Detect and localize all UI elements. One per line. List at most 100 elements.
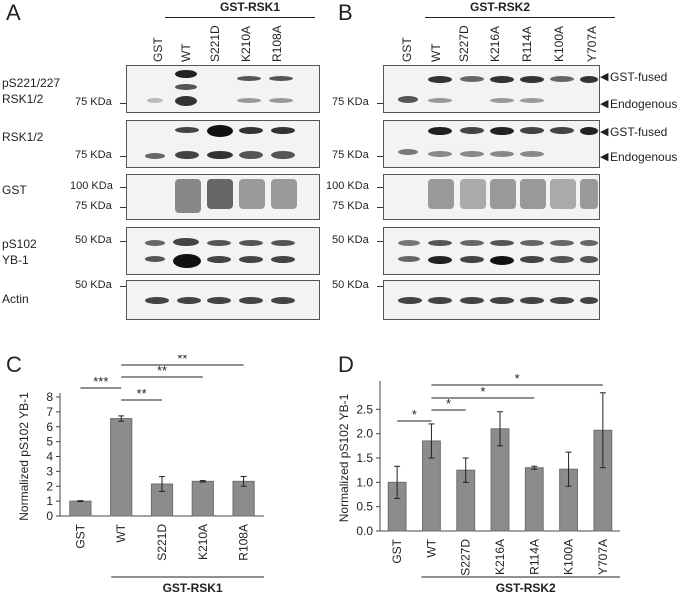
blot-b-rsk <box>383 120 600 168</box>
category-label: K216A <box>493 539 507 575</box>
y-tick-label: 2.5 <box>356 402 373 416</box>
blot-a-gst <box>126 174 320 220</box>
category-label: WT <box>424 538 438 557</box>
bar <box>191 480 214 517</box>
marker-tick <box>120 156 126 157</box>
blot-a-ps102 <box>126 227 320 275</box>
panel-label-d: D <box>338 352 354 377</box>
panel-label-a: A <box>6 0 21 25</box>
lane-label: R108A <box>270 25 284 62</box>
marker-label: 75 KDa <box>75 96 112 108</box>
marker-tick <box>120 207 126 208</box>
category-label: WT <box>114 523 128 542</box>
marker-label: 75 KDa <box>75 200 112 212</box>
lane-label: GST <box>400 37 414 62</box>
y-tick-label: 2 <box>46 479 53 493</box>
y-tick-label: 1.5 <box>356 451 373 465</box>
marker-tick <box>377 103 383 104</box>
y-tick-label: 8 <box>46 390 53 404</box>
blot-a-ps221 <box>126 65 320 113</box>
blot-b-ps227 <box>383 65 600 113</box>
row-label-rsk: RSK1/2 <box>2 130 44 144</box>
y-axis-label: Normalized pS102 YB-1 <box>337 393 351 522</box>
construct-label-rsk1: GST-RSK1 <box>219 0 280 14</box>
construct-underline-rsk2 <box>425 17 615 18</box>
construct-label-rsk2: GST-RSK2 <box>469 0 530 14</box>
lane-label: GST <box>151 37 165 62</box>
lane-label: S227D <box>457 25 471 62</box>
marker-label: 100 KDa <box>326 180 369 192</box>
marker-tick <box>377 207 383 208</box>
marker-label: 50 KDa <box>75 234 112 246</box>
annotation-gst-fused: GST-fused <box>610 70 668 84</box>
blot-a-actin <box>126 280 320 320</box>
significance-label: *** <box>93 374 108 389</box>
panel-label-b: B <box>338 0 353 25</box>
bar <box>524 467 544 532</box>
significance-label: ** <box>177 355 187 366</box>
panel-label-c: C <box>6 352 22 377</box>
significance-label: * <box>515 371 520 386</box>
blot-b-ps102 <box>383 227 600 275</box>
bar-chart-d: 0.0 0.5 1.0 1.5 2.0 2.5 Normalized pS102 YB-1 G… <box>337 371 620 595</box>
y-tick-label: 4 <box>46 450 53 464</box>
y-tick-label: 3 <box>46 464 53 478</box>
marker-tick <box>120 103 126 104</box>
lane-label: S221D <box>208 25 222 62</box>
marker-label: 100 KDa <box>70 180 113 192</box>
x-axis-label: GST-RSK2 <box>496 581 556 595</box>
row-label-ps221: pS221/227 RSK1/2 <box>2 76 61 106</box>
bar <box>69 500 92 517</box>
y-tick-label: 0.0 <box>356 524 373 538</box>
category-label: K210A <box>196 524 210 560</box>
blot-b-actin <box>383 280 600 320</box>
marker-tick <box>120 241 126 242</box>
y-tick-label: 7 <box>46 405 53 419</box>
marker-tick <box>377 187 383 188</box>
x-axis-label: GST-RSK1 <box>163 581 223 595</box>
category-label: S227D <box>459 539 473 576</box>
lane-label: WT <box>179 43 193 62</box>
lane-label: K100A <box>552 25 566 62</box>
category-label: GST <box>73 523 87 548</box>
marker-label: 50 KDa <box>75 279 112 291</box>
marker-tick <box>120 187 126 188</box>
lane-label: K216A <box>488 25 502 62</box>
lane-label: Y707A <box>585 25 599 62</box>
significance-label: ** <box>137 386 147 401</box>
significance-label: ** <box>157 363 167 378</box>
blot-b-gst <box>383 174 600 220</box>
arrow-icon: ◀ <box>600 126 609 138</box>
marker-label: 50 KDa <box>332 279 369 291</box>
category-label: R108A <box>237 524 251 561</box>
blot-a-rsk <box>126 120 320 168</box>
row-label-actin: Actin <box>2 292 29 306</box>
y-tick-label: 2.0 <box>356 427 373 441</box>
significance-label: * <box>412 407 417 422</box>
marker-tick <box>377 241 383 242</box>
category-label: R114A <box>527 539 541 575</box>
marker-tick <box>120 286 126 287</box>
y-tick-label: 0.5 <box>356 500 373 514</box>
category-label: K100A <box>562 539 576 575</box>
y-tick-label: 1 <box>46 494 53 508</box>
y-tick-label: 0 <box>46 509 53 523</box>
marker-label: 75 KDa <box>75 149 112 161</box>
marker-label: 75 KDa <box>332 96 369 108</box>
bar <box>110 418 133 517</box>
y-tick-label: 1.0 <box>356 475 373 489</box>
row-label-gst: GST <box>2 183 27 197</box>
lane-label: WT <box>429 43 443 62</box>
arrow-icon: ◀ <box>600 98 609 110</box>
category-label: S221D <box>155 524 169 561</box>
y-axis-label: Normalized pS102 YB-1 <box>17 392 31 521</box>
annotation-endogenous: Endogenous <box>610 150 678 164</box>
marker-label: 75 KDa <box>332 149 369 161</box>
y-tick-label: 6 <box>46 420 53 434</box>
annotation-endogenous: Endogenous <box>610 97 678 111</box>
lane-label: R114A <box>520 26 534 62</box>
annotation-gst-fused: GST-fused <box>610 125 668 139</box>
arrow-icon: ◀ <box>600 151 609 163</box>
arrow-icon: ◀ <box>600 71 609 83</box>
